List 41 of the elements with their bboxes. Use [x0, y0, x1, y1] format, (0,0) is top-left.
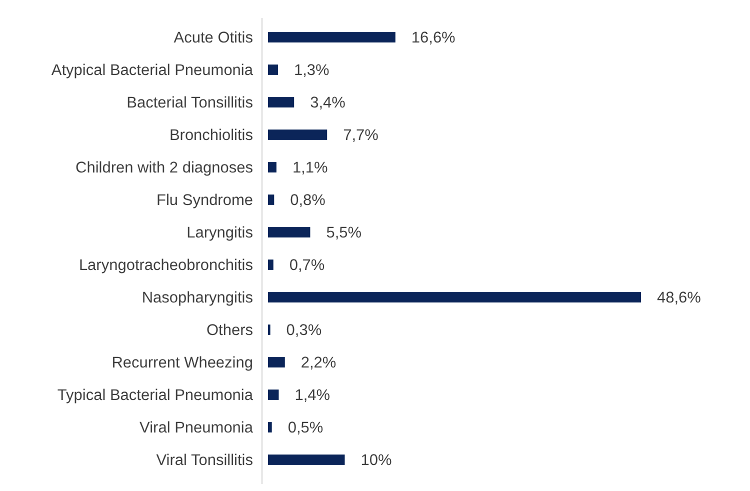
y-tick-label: Children with 2 diagnoses [76, 160, 254, 177]
bar [268, 422, 272, 432]
bar [268, 227, 310, 238]
data-label: 3,4% [310, 94, 346, 112]
y-tick-label: Laryngitis [186, 224, 254, 242]
bar [268, 194, 274, 205]
y-tick-label: Atypical Bacterial Pneumonia [51, 62, 254, 80]
data-label: 0,5% [288, 420, 324, 437]
y-tick-label: Recurrent Wheezing [112, 354, 253, 372]
data-label: 1,4% [294, 387, 330, 404]
y-tick-label: Typical Bacterial Pneumonia [57, 387, 254, 404]
data-label: 2,2% [300, 354, 336, 372]
y-tick-label: Viral Pneumonia [140, 420, 254, 437]
y-tick-label: Bacterial Tonsillitis [126, 94, 254, 112]
bar [268, 260, 274, 270]
bar [268, 130, 328, 140]
bar [268, 97, 294, 108]
bar [268, 454, 345, 465]
bar [268, 357, 285, 368]
y-tick-label: Flu Syndrome [156, 192, 253, 210]
data-label: 1,3% [294, 62, 330, 80]
bar [268, 162, 276, 172]
bar [268, 390, 279, 400]
data-label: 1,1% [292, 160, 328, 177]
y-tick-label: Viral Tonsillitis [156, 452, 254, 470]
bar [268, 32, 396, 42]
data-label: 0,3% [286, 322, 322, 340]
data-label: 16,6% [411, 30, 456, 47]
y-tick-label: Bronchiolitis [169, 127, 254, 144]
y-tick-label: Others [206, 322, 254, 340]
data-label: 0,7% [289, 257, 325, 274]
y-tick-label: Nasopharyngitis [142, 290, 254, 307]
data-label: 10% [360, 452, 392, 470]
data-label: 5,5% [326, 224, 362, 242]
data-label: 7,7% [343, 127, 379, 144]
bar [268, 64, 278, 75]
y-tick-label: Acute Otitis [174, 30, 254, 47]
data-label: 48,6% [657, 290, 702, 307]
data-label: 0,8% [290, 192, 326, 210]
bar [268, 292, 641, 302]
y-tick-label: Laryngotracheobronchitis [78, 257, 254, 274]
